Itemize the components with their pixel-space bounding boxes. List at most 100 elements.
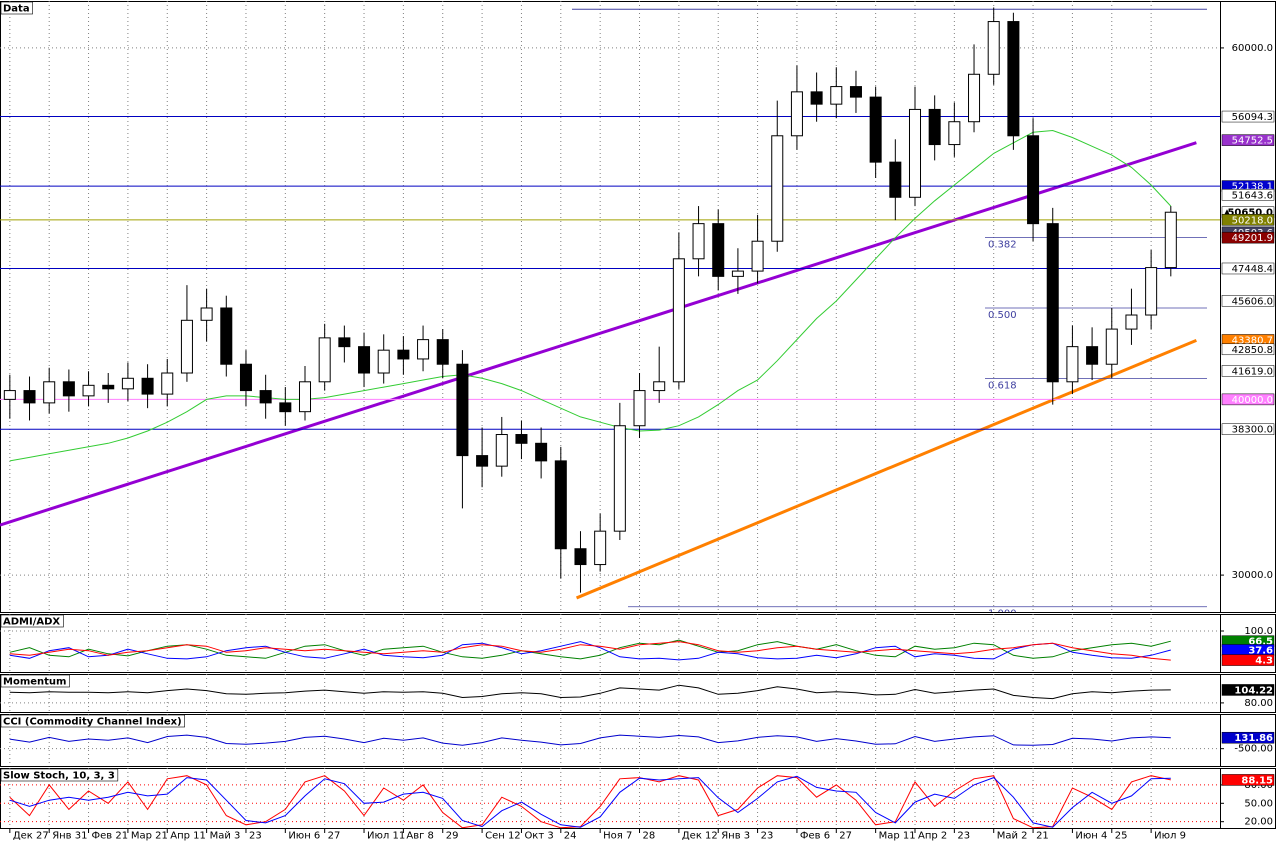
x-tick-label: Ноя 7 (603, 831, 632, 842)
indicator-line (9, 641, 1171, 661)
value-label-box (1221, 231, 1275, 244)
x-tick-label: Мар 21 (131, 831, 168, 842)
x-tick-label: 23 (957, 831, 970, 842)
value-label-box (1221, 110, 1275, 123)
value-label-box (1221, 262, 1275, 275)
candle-body (298, 381, 312, 413)
value-axis: 100.066.537.64.3 (1220, 626, 1275, 667)
candle-body (810, 91, 823, 105)
x-tick-label: Янв 3 (721, 831, 750, 842)
x-tick-label: 23 (761, 831, 774, 842)
value-label: 43380.7 (1232, 335, 1273, 346)
value-label: 40000.0 (1232, 395, 1273, 406)
value-label-box (1221, 684, 1275, 696)
value-label: 50218.0 (1232, 215, 1273, 226)
plot-area (0, 768, 1220, 828)
moving-average (9, 129, 1172, 462)
candle-body (790, 91, 803, 137)
candle-body (180, 319, 193, 374)
candle-body (849, 86, 862, 98)
candle-body (476, 455, 489, 467)
candle-body (613, 425, 626, 532)
indicator-line (9, 734, 1171, 746)
value-label-box (1221, 214, 1275, 226)
x-tick-label: 27 (328, 831, 341, 842)
x-tick-label: Фев 21 (92, 831, 129, 842)
candle-body (869, 96, 882, 163)
candle-body (908, 108, 922, 198)
candle-body (731, 270, 744, 277)
candle-body (1066, 346, 1079, 383)
candle-body (633, 390, 646, 427)
candle-body (43, 381, 56, 404)
panel-frame (0, 714, 1276, 767)
candle-body (515, 434, 528, 444)
candle-body (121, 377, 134, 390)
candle-body (653, 381, 666, 392)
x-tick-label: Мар 11 (879, 831, 916, 842)
indicator-line (9, 775, 1171, 828)
candle-body (771, 135, 784, 242)
value-label-box (1221, 295, 1275, 307)
candle-body (259, 390, 272, 404)
candle-body (692, 223, 705, 260)
y-tick-label: 80.00 (1244, 698, 1273, 709)
x-tick-label: Сен 12 (485, 831, 521, 842)
x-tick-label: 27 (839, 831, 852, 842)
x-tick-label: 21 (1036, 831, 1049, 842)
panel-title-box (0, 674, 70, 688)
value-label: 56094.3 (1232, 112, 1273, 123)
candle-body (987, 21, 1000, 75)
value-label: 47448.4 (1232, 264, 1273, 275)
value-label: 54752.5 (1232, 136, 1273, 147)
fib-label: 0.382 (988, 239, 1017, 250)
value-label-box (1221, 343, 1275, 356)
panel-title-box (0, 614, 64, 628)
candle-body (535, 442, 548, 462)
value-label: 45606.0 (1232, 296, 1273, 307)
value-label: 50650.0 (1227, 208, 1273, 219)
value-label-box (1221, 393, 1275, 406)
y-tick-label: -500.00 (1234, 744, 1273, 755)
value-label-box (1221, 654, 1275, 666)
value-label-box (1221, 731, 1275, 744)
x-tick-label: Дек 12 (682, 831, 718, 842)
candle-body (82, 384, 95, 397)
y-tick-label: 50.00 (1244, 798, 1273, 809)
value-label-box (1221, 423, 1275, 435)
trendline (575, 338, 1197, 600)
value-axis: 80.00 104.22 (1220, 684, 1275, 709)
candle-body (358, 346, 371, 374)
value-label-box (1221, 189, 1275, 201)
fib-label: 1.000 (988, 609, 1017, 620)
x-tick-label: Фев 6 (800, 831, 830, 842)
value-label: 37.6 (1248, 645, 1273, 656)
indicator-line (9, 775, 1171, 828)
value-label: 52138.1 (1232, 182, 1273, 193)
y-tick-label: 30000.0 (1232, 570, 1273, 581)
candle-body (1125, 314, 1138, 330)
value-label: 131.86 (1234, 733, 1273, 744)
value-label: 51643.6 (1232, 190, 1273, 201)
value-label: 41619.0 (1232, 366, 1273, 377)
x-tick-label: 24 (564, 831, 577, 842)
value-label: 104.22 (1234, 685, 1273, 696)
panel-title: Data (3, 4, 30, 15)
panel-title: CCI (Commodity Channel Index) (3, 717, 182, 728)
panel-frame (0, 1, 1276, 613)
candle-body (397, 349, 410, 360)
panel-title-box (0, 1, 33, 15)
candle-body (672, 258, 685, 383)
x-tick-label: Апр 2 (918, 831, 947, 842)
candle-body (1086, 346, 1099, 365)
x-tick-label: 23 (249, 831, 262, 842)
panel-title-box (0, 768, 119, 782)
value-label: 4.3 (1255, 656, 1273, 667)
candle-body (318, 337, 331, 383)
panel-title: Slow Stoch, 10, 3, 3 (3, 771, 115, 782)
value-axis: 30000.0 60000.0 56094.3 54752.5 52138.151643… (1220, 43, 1275, 581)
value-label: 66.5 (1248, 637, 1273, 648)
candle-body (574, 548, 587, 566)
